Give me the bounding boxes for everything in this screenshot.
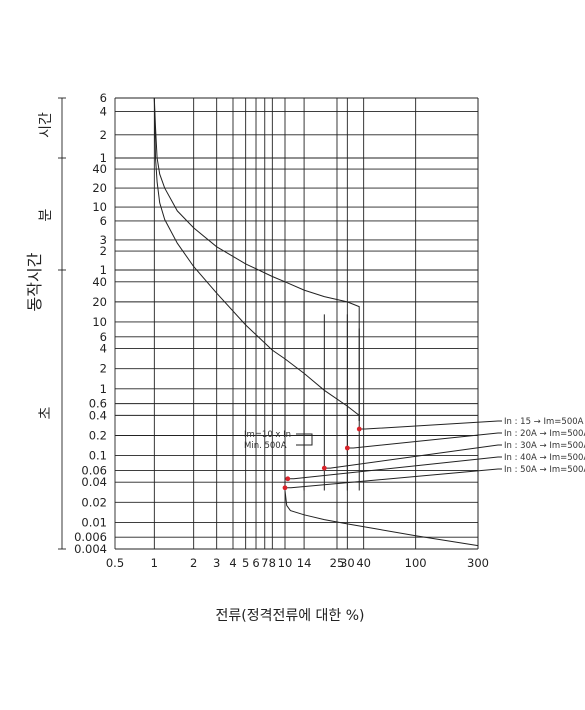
leader-line — [359, 420, 502, 430]
annotation-leader — [296, 433, 313, 446]
y-tick-label: 0.4 — [89, 408, 107, 422]
annotation-text: Min. 500A — [244, 441, 287, 451]
leader-line — [324, 444, 502, 469]
data-point — [356, 426, 362, 432]
x-tick-label: 8 — [269, 556, 276, 570]
point-label: In : 20A → Im=500A — [504, 429, 585, 439]
y-tick-label: 3 — [100, 233, 107, 247]
point-label: In : 30A → Im=500A — [504, 441, 585, 451]
x-tick-label: 100 — [405, 556, 427, 570]
y-tick-label: 20 — [92, 295, 107, 309]
y-tick-label: 1 — [100, 263, 107, 277]
curves — [153, 97, 502, 547]
leader-line — [347, 432, 502, 449]
grid — [58, 97, 479, 550]
x-tick-label: 4 — [229, 556, 236, 570]
y-tick-label: 0.01 — [81, 515, 107, 529]
y-tick-label: 10 — [92, 315, 107, 329]
x-tick-label: 0.5 — [106, 556, 124, 570]
trip-curve — [284, 290, 479, 547]
x-tick-label: 2 — [190, 556, 197, 570]
y-tick-label: 0.06 — [81, 463, 107, 477]
point-label: In : 40A → Im=500A — [504, 453, 585, 463]
annotation-text: Im=10 x In — [244, 430, 291, 440]
trip-curve — [153, 97, 360, 421]
y-group-label: 초 — [38, 406, 54, 419]
x-tick-label: 5 — [242, 556, 249, 570]
y-group-label: 시간 — [38, 112, 54, 138]
y-tick-label: 0.6 — [89, 397, 107, 411]
point-label: In : 15 → Im=500A — [504, 417, 584, 427]
x-tick-label: 10 — [278, 556, 293, 570]
x-tick-label: 40 — [356, 556, 371, 570]
y-tick-label: 1 — [100, 382, 107, 396]
y-tick-label: 2 — [100, 128, 107, 142]
data-point — [344, 445, 350, 451]
data-point — [285, 476, 291, 482]
y-tick-label: 0.004 — [74, 542, 107, 556]
x-tick-label: 3 — [213, 556, 220, 570]
x-tick-label: 30 — [340, 556, 355, 570]
x-tick-label: 7 — [261, 556, 268, 570]
y-tick-label: 1 — [100, 151, 107, 165]
data-point — [282, 485, 288, 491]
y-tick-label: 6 — [100, 214, 107, 228]
y-tick-label: 40 — [92, 275, 107, 289]
trip-curve — [153, 97, 360, 421]
y-tick-label: 0.2 — [89, 428, 107, 442]
y-tick-label: 2 — [100, 362, 107, 376]
leader-line — [287, 456, 502, 480]
y-tick-label: 6 — [100, 91, 107, 105]
y-tick-label: 6 — [100, 330, 107, 344]
x-tick-label: 6 — [252, 556, 259, 570]
y-tick-label: 4 — [100, 105, 107, 119]
y-tick-label: 0.006 — [74, 530, 107, 544]
x-tick-label: 1 — [151, 556, 158, 570]
x-tick-label: 300 — [467, 556, 489, 570]
data-point — [321, 465, 327, 471]
x-tick-label: 25 — [330, 556, 345, 570]
y-tick-label: 0.04 — [81, 475, 107, 489]
y-tick-label: 2 — [100, 244, 107, 258]
x-axis-label: 전류(정격전류에 대한 %) — [215, 608, 364, 624]
points — [282, 426, 362, 491]
y-axis-label: 동작시간 — [25, 252, 44, 311]
y-tick-label: 0.02 — [81, 495, 107, 509]
y-tick-label: 10 — [92, 200, 107, 214]
y-tick-label: 40 — [92, 162, 107, 176]
x-tick-label: 14 — [297, 556, 312, 570]
point-label: In : 50A → Im=500A — [504, 465, 585, 475]
y-tick-label: 4 — [100, 342, 107, 356]
leader-line — [284, 468, 502, 489]
y-tick-label: 0.1 — [89, 449, 107, 463]
y-group-label: 분 — [38, 208, 54, 221]
y-tick-label: 20 — [92, 181, 107, 195]
